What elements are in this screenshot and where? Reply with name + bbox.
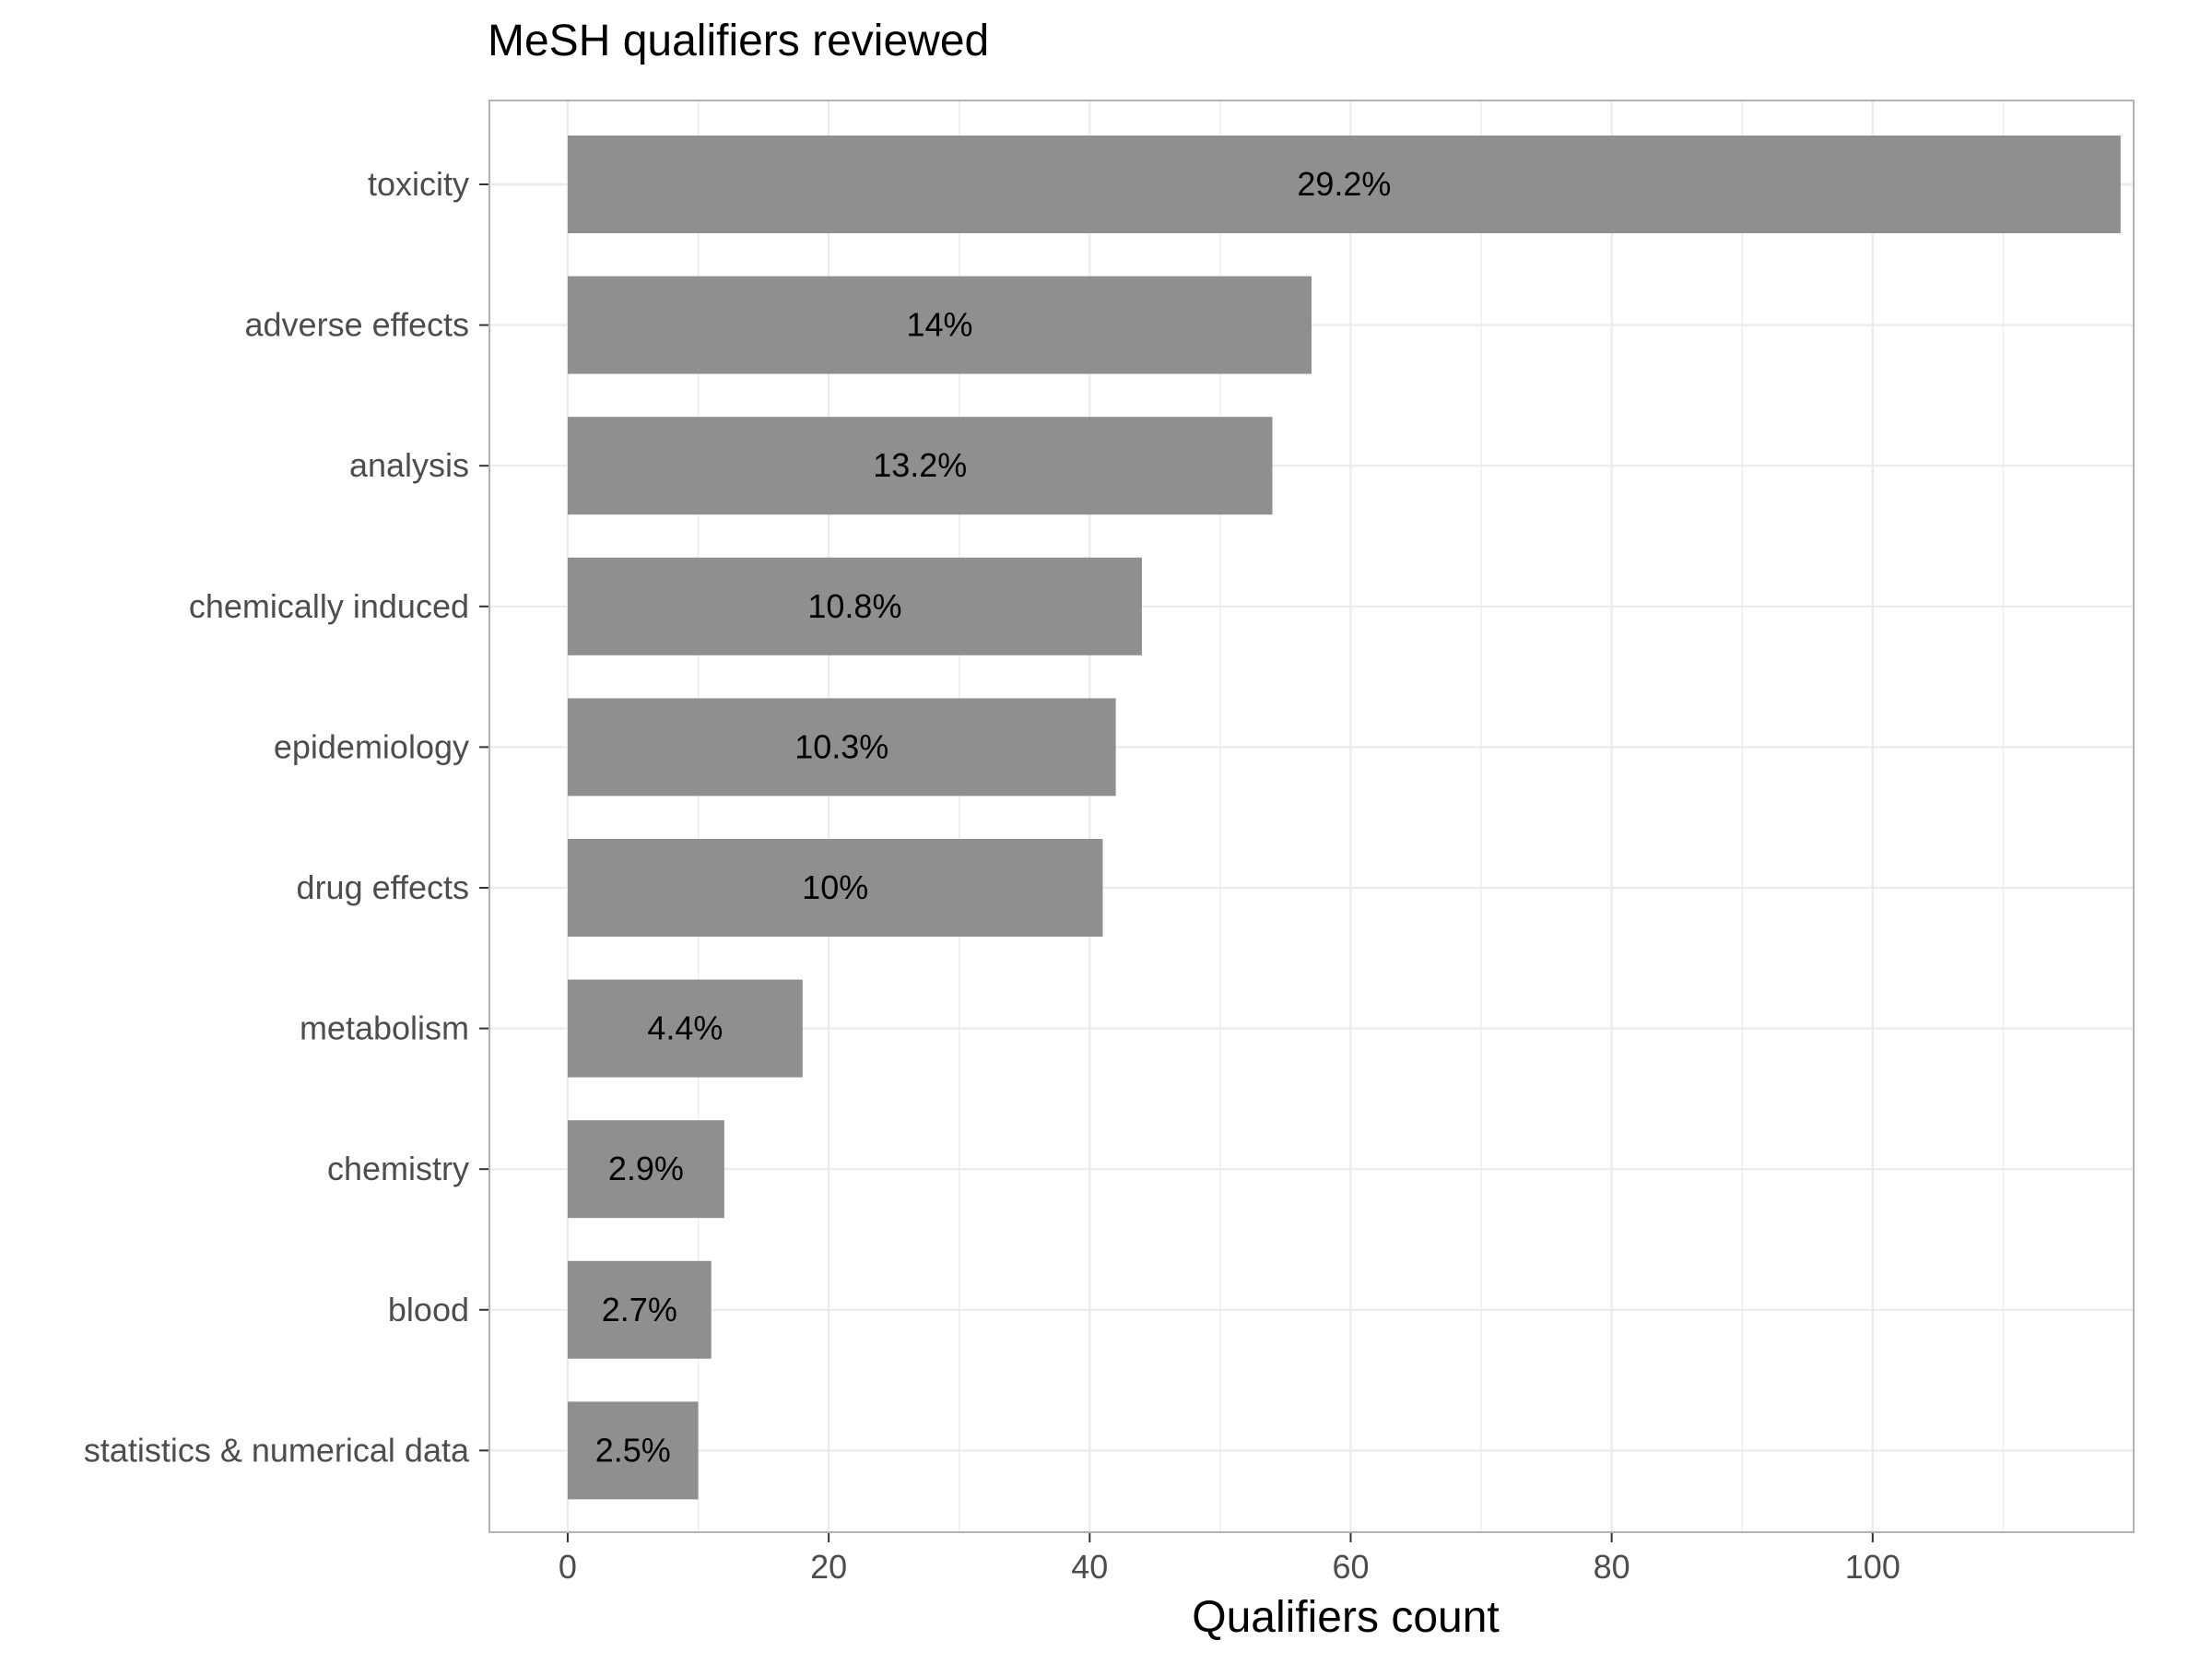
bar-value-label: 4.4% xyxy=(647,1009,723,1047)
bar xyxy=(567,276,1312,374)
y-tick-label: statistics & numerical data xyxy=(84,1431,470,1469)
x-axis-ticks: 0 20 40 60 80 100 xyxy=(559,1532,1900,1586)
bar-value-label: 10.3% xyxy=(794,727,888,765)
bar xyxy=(567,1260,712,1359)
bar xyxy=(567,1120,724,1219)
y-tick-label: chemically induced xyxy=(189,587,469,625)
x-tick-label: 20 xyxy=(810,1548,847,1586)
bar xyxy=(567,136,2121,233)
bar xyxy=(567,557,1142,655)
bar-value-label: 10.8% xyxy=(807,587,901,625)
y-tick-label: toxicity xyxy=(368,165,469,203)
bar-value-label: 13.2% xyxy=(873,446,967,484)
y-tick-label: analysis xyxy=(349,446,469,484)
x-tick-label: 100 xyxy=(1845,1548,1900,1586)
bar xyxy=(567,1401,699,1500)
bar xyxy=(567,979,803,1078)
bar-value-labels: 29.2% 14% 13.2% 10.8% 10.3% 10% 4.4% 2.9% 2.7% 2.… xyxy=(595,165,1392,1469)
y-tick-label: drug effects xyxy=(297,868,469,906)
plot-panel-border xyxy=(488,100,2135,1533)
bar-value-label: 29.2% xyxy=(1297,165,1391,203)
y-tick-label: chemistry xyxy=(327,1150,469,1187)
y-tick-label: blood xyxy=(388,1291,469,1328)
x-tick-label: 60 xyxy=(1332,1548,1369,1586)
x-tick-label: 80 xyxy=(1594,1548,1630,1586)
bar-value-label: 2.5% xyxy=(595,1431,671,1469)
bar-value-label: 10% xyxy=(802,868,868,906)
y-tick-label: epidemiology xyxy=(274,727,469,765)
y-axis-ticks: toxicity adverse effects analysis chemicall… xyxy=(84,165,489,1469)
bar-value-label: 2.9% xyxy=(608,1150,684,1187)
bar xyxy=(567,839,1103,937)
bar-value-label: 14% xyxy=(906,306,972,344)
bars xyxy=(567,136,2121,1500)
y-tick-label: adverse effects xyxy=(245,306,469,344)
bar xyxy=(567,698,1116,797)
chart-title: MeSH qualifiers reviewed xyxy=(488,17,989,65)
x-axis-label: Qualifiers count xyxy=(1192,1593,1500,1642)
y-tick-label: metabolism xyxy=(300,1009,469,1047)
bar-value-label: 2.7% xyxy=(602,1291,677,1328)
bar xyxy=(567,417,1273,515)
x-tick-label: 0 xyxy=(559,1548,577,1586)
x-tick-label: 40 xyxy=(1071,1548,1108,1586)
